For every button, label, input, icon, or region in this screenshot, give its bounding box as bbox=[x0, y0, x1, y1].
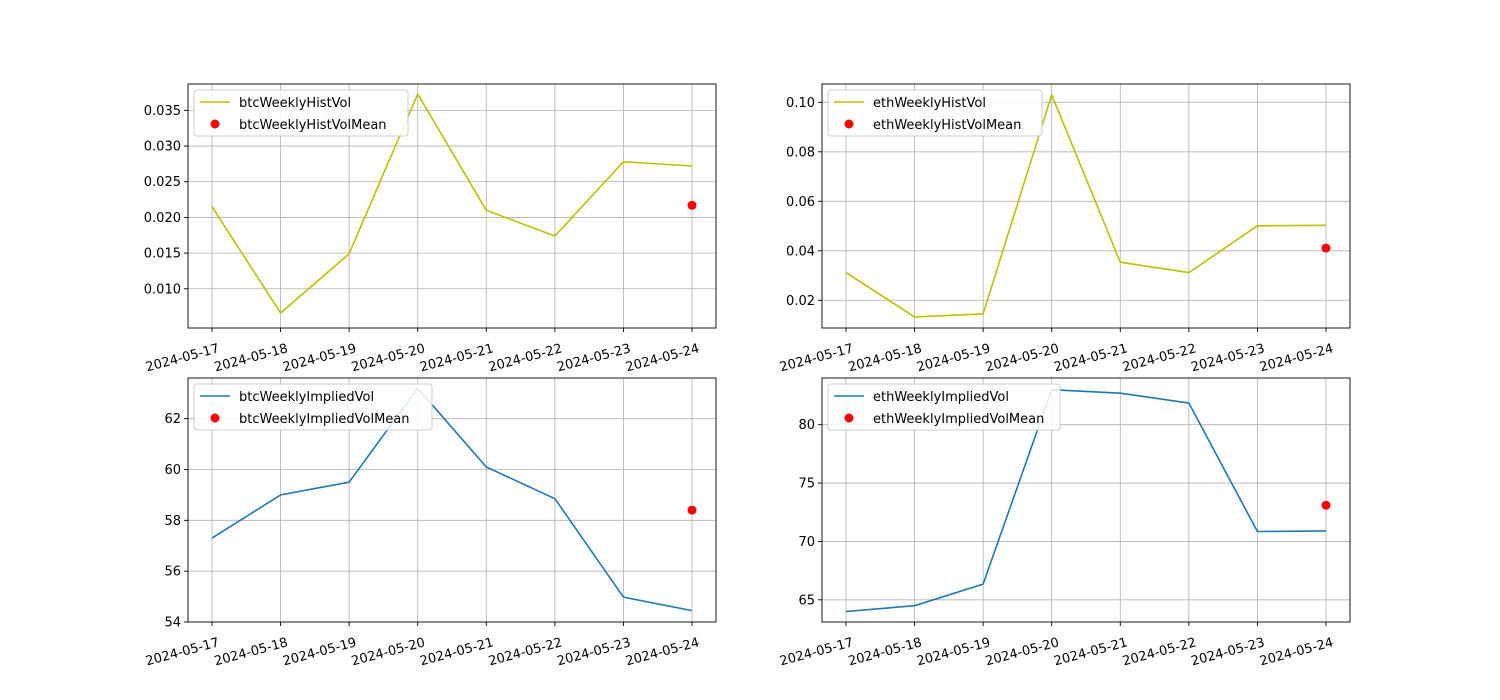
y-axis: 54 56 58 60 62 bbox=[164, 412, 188, 631]
y-tick-label: 70 bbox=[798, 535, 815, 550]
axes-frame bbox=[187, 83, 717, 329]
y-tick-label: 0.020 bbox=[144, 211, 181, 226]
y-tick-label: 75 bbox=[798, 477, 815, 492]
series-line bbox=[845, 388, 1327, 613]
mean-point bbox=[1321, 500, 1331, 510]
y-tick-label: 0.08 bbox=[786, 145, 815, 160]
y-axis: 0.02 0.04 0.06 0.08 0.10 bbox=[786, 96, 822, 309]
legend-entry-label: ethWeeklyImpliedVolMean bbox=[873, 412, 1044, 427]
y-tick-label: 0.010 bbox=[144, 282, 181, 297]
legend-entry-label: ethWeeklyHistVolMean bbox=[873, 118, 1021, 133]
grid-lines bbox=[822, 84, 1350, 328]
y-tick-label: 0.04 bbox=[786, 244, 815, 259]
series-line bbox=[211, 93, 693, 314]
y-tick-label: 0.025 bbox=[144, 175, 181, 190]
axes-frame bbox=[821, 83, 1351, 329]
legend-box bbox=[193, 383, 433, 431]
legend-point-swatch bbox=[844, 119, 854, 129]
subplot-1: 0.0100.0150.0200.0250.0300.0352024-05-17… bbox=[144, 83, 717, 375]
y-tick-label: 58 bbox=[164, 514, 181, 529]
grid-lines bbox=[822, 378, 1350, 622]
mean-point bbox=[687, 200, 697, 210]
mean-point bbox=[1321, 243, 1331, 253]
series-line bbox=[211, 387, 693, 612]
axes-frame bbox=[187, 377, 717, 623]
axes-frame bbox=[821, 377, 1351, 623]
y-tick-label: 0.035 bbox=[144, 104, 181, 119]
y-tick-label: 80 bbox=[798, 418, 815, 433]
y-tick-label: 0.015 bbox=[144, 247, 181, 262]
legend-box bbox=[827, 383, 1061, 431]
y-tick-label: 56 bbox=[164, 565, 181, 580]
series-line bbox=[845, 94, 1327, 318]
y-tick-label: 60 bbox=[164, 463, 181, 478]
legend-entry-label: btcWeeklyImpliedVol bbox=[239, 390, 374, 405]
legend: btcWeeklyImpliedVol btcWeeklyImpliedVolMe… bbox=[193, 383, 433, 431]
legend-box bbox=[193, 89, 409, 137]
y-tick-label: 0.030 bbox=[144, 140, 181, 155]
legend-point-swatch bbox=[844, 413, 854, 423]
legend: ethWeeklyHistVol ethWeeklyHistVolMean bbox=[827, 89, 1043, 137]
y-tick-label: 62 bbox=[164, 412, 181, 427]
legend-entry-label: ethWeeklyImpliedVol bbox=[873, 390, 1009, 405]
y-tick-label: 54 bbox=[164, 616, 181, 631]
legend-point-swatch bbox=[210, 119, 220, 129]
legend-entry-label: btcWeeklyImpliedVolMean bbox=[239, 412, 410, 427]
y-axis: 0.010 0.015 0.020 0.025 0.030 0.035 bbox=[144, 104, 188, 297]
mean-point bbox=[687, 505, 697, 515]
legend-box bbox=[827, 89, 1043, 137]
legend-point-swatch bbox=[210, 413, 220, 423]
y-tick-label: 65 bbox=[798, 593, 815, 608]
y-tick-label: 0.06 bbox=[786, 195, 815, 210]
legend-entry-label: ethWeeklyHistVol bbox=[873, 96, 986, 111]
legend-entry-label: btcWeeklyHistVol bbox=[239, 96, 351, 111]
legend: ethWeeklyImpliedVol ethWeeklyImpliedVolMe… bbox=[827, 383, 1061, 431]
legend-entry-label: btcWeeklyHistVolMean bbox=[239, 118, 387, 133]
y-tick-label: 0.10 bbox=[786, 96, 815, 111]
y-tick-label: 0.02 bbox=[786, 294, 815, 309]
y-axis: 65 70 75 80 bbox=[798, 418, 822, 608]
legend: btcWeeklyHistVol btcWeeklyHistVolMean bbox=[193, 89, 409, 137]
